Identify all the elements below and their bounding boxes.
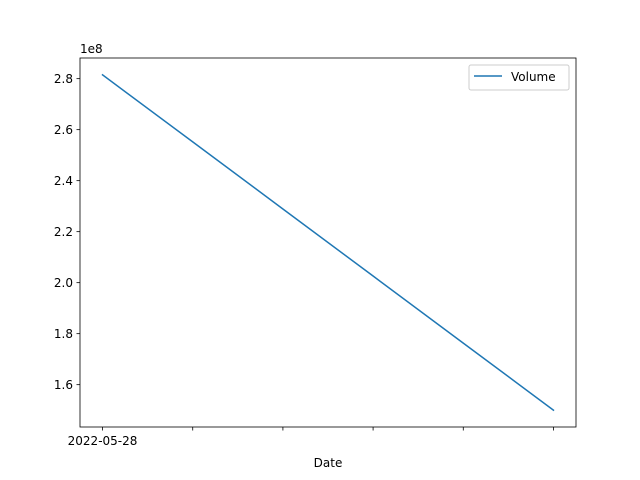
y-tick-label: 2.8	[54, 72, 73, 86]
y-axis-ticks: 1.6 1.8 2.0 2.2 2.4 2.6 2.8	[54, 72, 80, 392]
x-axis-ticks: 2022-05-28	[68, 427, 554, 448]
x-axis-label: Date	[314, 456, 343, 470]
axes-frame	[79, 57, 577, 428]
x-tick-label: 2022-05-28	[68, 434, 138, 448]
legend-box	[468, 64, 570, 91]
y-tick-label: 2.0	[54, 276, 73, 290]
y-tick-label: 1.6	[54, 378, 73, 392]
series-layer	[101, 73, 555, 412]
axes-spines	[79, 57, 577, 428]
legend-label-volume: Volume	[511, 70, 556, 84]
y-axis-offset-label: 1e8	[80, 42, 103, 56]
y-tick-label: 2.6	[54, 123, 73, 137]
y-tick-label: 2.2	[54, 225, 73, 239]
y-tick-label: 2.4	[54, 174, 73, 188]
y-tick-label: 1.8	[54, 327, 73, 341]
legend: Volume	[468, 64, 570, 91]
series-line-volume	[101, 73, 555, 412]
